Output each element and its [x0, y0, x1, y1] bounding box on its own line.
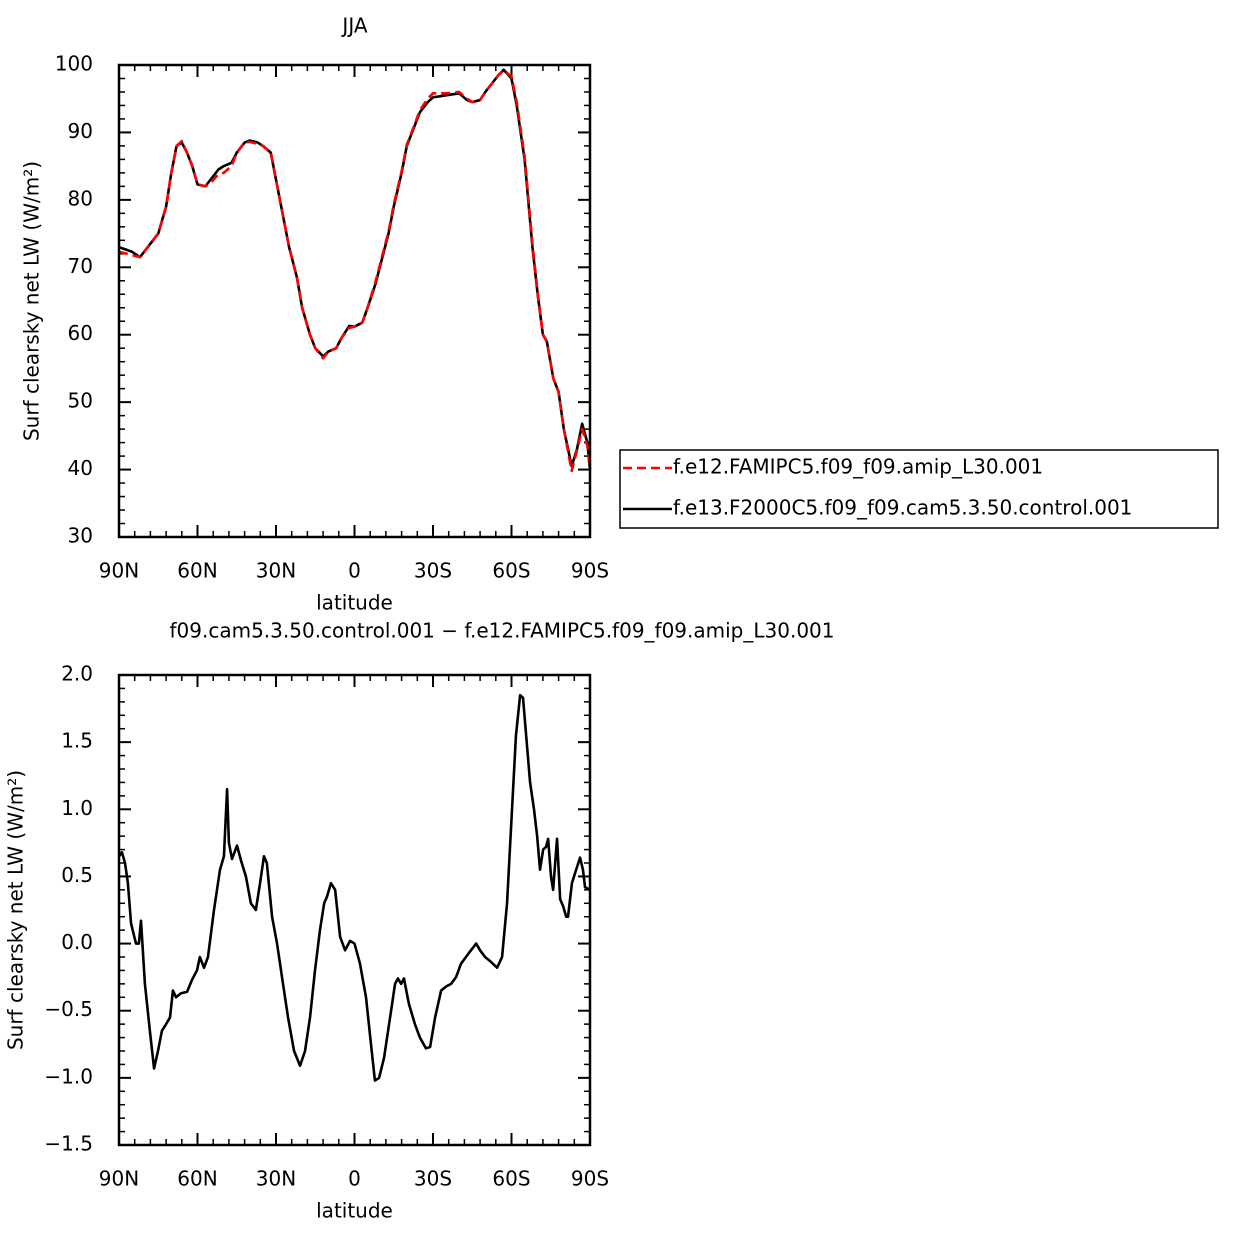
y-tick-label: 1.0 — [61, 796, 93, 820]
plot-frame — [117, 63, 592, 539]
y-tick-label: −0.5 — [44, 997, 93, 1021]
series-line — [118, 69, 592, 473]
y-axis-label: Surf clearsky net LW (W/m²) — [20, 161, 44, 441]
y-tick-label: 0.5 — [61, 863, 93, 887]
y-tick-label: 50 — [68, 389, 93, 413]
y-axis-label: Surf clearsky net LW (W/m²) — [4, 770, 28, 1050]
x-axis-label: latitude — [316, 591, 393, 615]
x-tick-label: 90N — [99, 1167, 139, 1191]
y-tick-label: −1.0 — [44, 1064, 93, 1088]
x-tick-label: 30N — [256, 559, 296, 583]
x-tick-label: 30S — [414, 559, 452, 583]
x-tick-label: 0 — [348, 1167, 361, 1191]
x-tick-label: 0 — [348, 559, 361, 583]
legend-label: f.e13.F2000C5.f09_f09.cam5.3.50.control.… — [673, 496, 1132, 520]
y-tick-label: 60 — [68, 321, 93, 345]
y-tick-label: −1.5 — [44, 1132, 93, 1156]
y-tick-label: 2.0 — [61, 662, 93, 686]
x-tick-label: 30S — [414, 1167, 452, 1191]
x-tick-label: 60N — [177, 1167, 217, 1191]
chart-title: f09.cam5.3.50.control.001 − f.e12.FAMIPC… — [170, 619, 835, 643]
y-tick-label: 90 — [68, 119, 93, 143]
x-tick-label: 30N — [256, 1167, 296, 1191]
y-tick-label: 80 — [68, 186, 93, 210]
y-tick-label: 40 — [68, 456, 93, 480]
legend-label: f.e12.FAMIPC5.f09_f09.amip_L30.001 — [673, 455, 1043, 479]
x-tick-label: 90S — [571, 1167, 609, 1191]
y-tick-label: 100 — [55, 52, 93, 76]
y-tick-label: 30 — [68, 524, 93, 548]
x-tick-label: 90S — [571, 559, 609, 583]
legend: f.e12.FAMIPC5.f09_f09.amip_L30.001 f.e13.… — [619, 449, 1219, 529]
y-tick-label: 70 — [68, 254, 93, 278]
series-line — [118, 68, 592, 470]
chart-title: JJA — [340, 14, 367, 38]
series-line — [117, 693, 591, 1082]
plot-frame — [117, 673, 592, 1147]
x-tick-label: 60S — [492, 1167, 530, 1191]
y-tick-label: 0.0 — [61, 930, 93, 954]
x-tick-label: 60N — [177, 559, 217, 583]
legend-box — [619, 449, 1219, 529]
x-tick-label: 60S — [492, 559, 530, 583]
x-axis-label: latitude — [316, 1199, 393, 1223]
y-tick-label: 1.5 — [61, 729, 93, 753]
x-tick-label: 90N — [99, 559, 139, 583]
